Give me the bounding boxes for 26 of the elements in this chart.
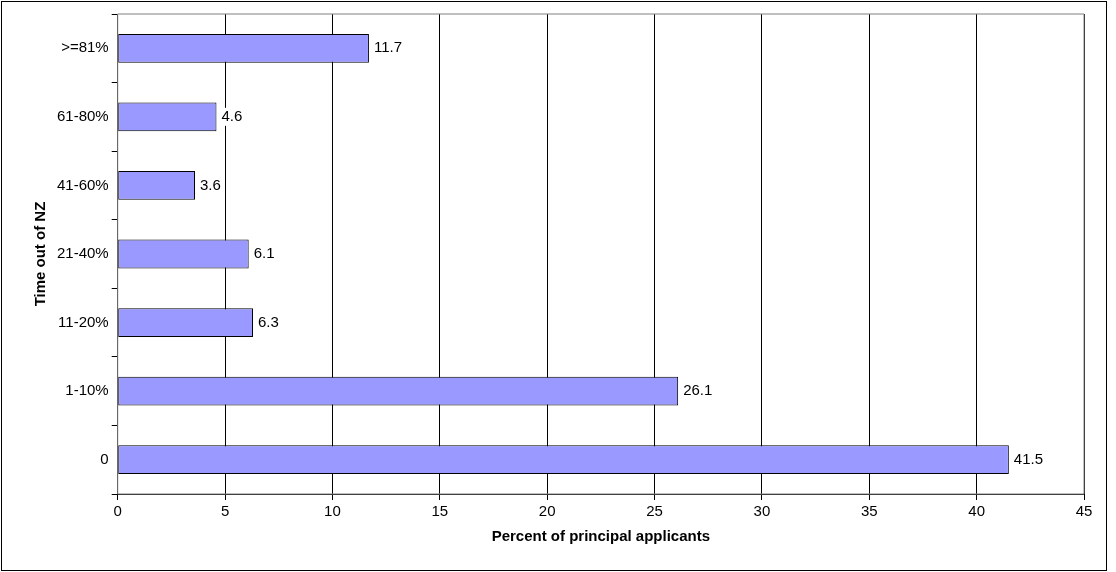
x-tick-label: 35 bbox=[860, 502, 878, 520]
data-label: 41.5 bbox=[1013, 449, 1044, 467]
y-tick-label: 41-60% bbox=[57, 175, 109, 193]
x-tick-label: 10 bbox=[324, 502, 341, 520]
x-tick-label: 40 bbox=[968, 502, 985, 520]
data-label: 6.1 bbox=[253, 244, 275, 262]
x-tick-label: 30 bbox=[753, 502, 771, 520]
data-label: 4.6 bbox=[221, 107, 243, 124]
x-tick-label: 5 bbox=[220, 502, 230, 520]
data-label: 11.7 bbox=[373, 38, 403, 56]
data-label: 3.6 bbox=[200, 175, 221, 193]
data-label: 26.1 bbox=[683, 381, 713, 399]
y-tick-label: 61-80% bbox=[57, 107, 109, 124]
data-label: 6.3 bbox=[257, 312, 279, 330]
x-tick-label: 15 bbox=[431, 502, 449, 520]
y-tick-label: >=81% bbox=[61, 38, 109, 56]
y-tick-label: 21-40% bbox=[57, 244, 109, 262]
x-axis-title: Percent of principal applicants bbox=[491, 527, 711, 545]
y-tick-label: 0 bbox=[100, 449, 109, 467]
x-tick-label: 0 bbox=[113, 502, 122, 520]
y-axis-title: Time out of NZ bbox=[31, 201, 49, 307]
y-tick-label: 1-10% bbox=[65, 381, 109, 399]
x-tick-label: 45 bbox=[1075, 502, 1093, 520]
x-tick-label: 20 bbox=[538, 502, 556, 520]
y-tick-label: 11-20% bbox=[58, 312, 109, 330]
x-tick-label: 25 bbox=[646, 502, 663, 520]
